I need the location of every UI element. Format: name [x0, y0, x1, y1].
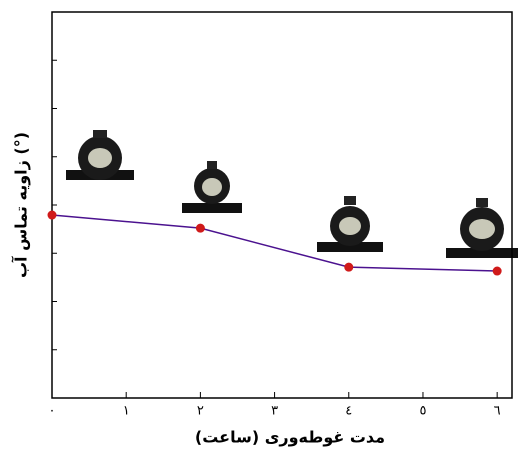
- x-tick-label: ٢: [197, 404, 204, 419]
- data-point: [344, 263, 353, 272]
- data-point: [196, 224, 205, 233]
- data-point: [48, 211, 57, 220]
- droplet-image: [66, 130, 134, 180]
- droplet-image: [446, 198, 518, 258]
- plot-frame: [52, 12, 512, 398]
- data-line: [52, 215, 497, 271]
- droplet-image: [182, 161, 242, 213]
- y-axis-label: زاویه تماس آب (°): [11, 132, 31, 278]
- x-axis-label: مدت غوطه‌وری (ساعت): [195, 428, 385, 447]
- data-point: [493, 267, 502, 276]
- droplets: [66, 130, 518, 258]
- x-tick-label: ٦: [494, 404, 501, 419]
- x-tick-label: ١: [123, 404, 130, 419]
- page: مدت غوطه‌وری (ساعت) زاویه تماس آب (°) ٠ ١…: [0, 0, 520, 453]
- droplet-image: [317, 196, 383, 252]
- x-tick-label: ٤: [345, 404, 352, 419]
- x-tick-label: ٣: [271, 404, 278, 419]
- x-tick-label: ٥: [419, 404, 426, 419]
- chart: مدت غوطه‌وری (ساعت) زاویه تماس آب (°) ٠ ١…: [0, 0, 520, 453]
- x-tick-label: ٠: [49, 404, 56, 419]
